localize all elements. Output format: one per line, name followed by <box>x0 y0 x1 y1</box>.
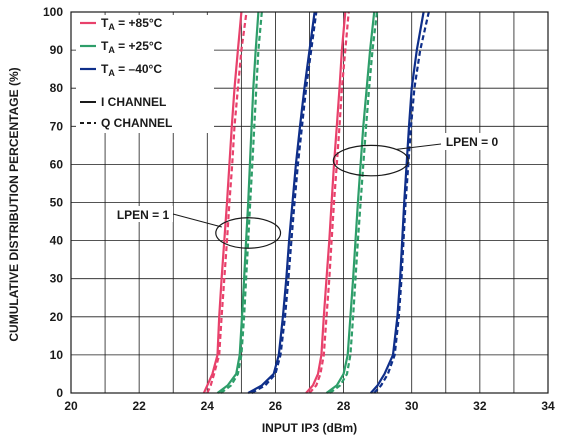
annotation-label-background <box>441 133 503 150</box>
annotation-label: LPEN = 1 <box>117 208 170 222</box>
annotation-leader-line <box>396 143 442 150</box>
series-line-85C-lpen0-q <box>308 11 350 394</box>
legend-background <box>76 15 214 133</box>
annotation-ellipse <box>215 217 282 249</box>
y-tick-label: 80 <box>50 81 64 95</box>
series-line-85C-lpen0-i <box>305 11 347 394</box>
legend-label: TA = +25°C <box>101 39 163 55</box>
y-tick-label: 10 <box>50 348 64 362</box>
x-tick-label: 32 <box>473 399 487 413</box>
series-line-25C-lpen0-q <box>329 11 379 394</box>
y-tick-label: 20 <box>50 310 64 324</box>
series-line-25C-lpen0-i <box>325 11 376 394</box>
x-tick-label: 22 <box>132 399 146 413</box>
y-tick-label: 100 <box>43 5 63 19</box>
series-lines <box>202 11 430 394</box>
annotation-ellipse <box>332 144 409 177</box>
legend: TA = +85°C TA = +25°C TA = –40°C I CHANNEL Q… <box>76 15 214 133</box>
x-tick-labels: 20 22 24 26 28 30 32 34 <box>64 399 555 413</box>
x-tick-label: 24 <box>201 399 215 413</box>
x-tick-label: 34 <box>541 399 555 413</box>
series-line-25C-lpen1-i <box>216 11 260 394</box>
y-tick-label: 30 <box>50 272 64 286</box>
legend-label: Q CHANNEL <box>101 116 172 130</box>
legend-label: I CHANNEL <box>101 95 166 109</box>
y-axis-title: CUMULATIVE DISTRIBUTION PERCENTAGE (%) <box>7 67 21 341</box>
y-tick-labels: 0 10 20 30 40 50 60 70 80 90 100 <box>43 5 63 400</box>
annotations: LPEN = 1 LPEN = 0 <box>113 133 503 249</box>
y-tick-label: 0 <box>56 386 63 400</box>
x-tick-label: 28 <box>337 399 351 413</box>
x-tick-label: 26 <box>269 399 283 413</box>
y-tick-label: 90 <box>50 43 64 57</box>
series-line-25C-lpen1-q <box>220 11 263 394</box>
y-tick-label: 70 <box>50 119 64 133</box>
x-axis-title: INPUT IP3 (dBm) <box>262 421 357 435</box>
annotation-leader-line <box>172 213 222 228</box>
y-tick-label: 60 <box>50 157 64 171</box>
series-line-40C-lpen0-i <box>369 11 425 394</box>
y-tick-label: 40 <box>50 234 64 248</box>
y-tick-label: 50 <box>50 196 64 210</box>
x-tick-label: 20 <box>64 399 78 413</box>
plot-frame <box>70 11 549 394</box>
series-line-85C-lpen1-i <box>202 11 243 394</box>
x-tick-label: 30 <box>405 399 419 413</box>
annotation-label: LPEN = 0 <box>446 135 499 149</box>
legend-label: TA = –40°C <box>101 62 162 78</box>
legend-label: TA = +85°C <box>101 16 163 32</box>
annotation-label-background <box>113 206 173 222</box>
series-line-40C-lpen1-i <box>247 11 316 394</box>
series-line-85C-lpen1-q <box>206 11 248 394</box>
